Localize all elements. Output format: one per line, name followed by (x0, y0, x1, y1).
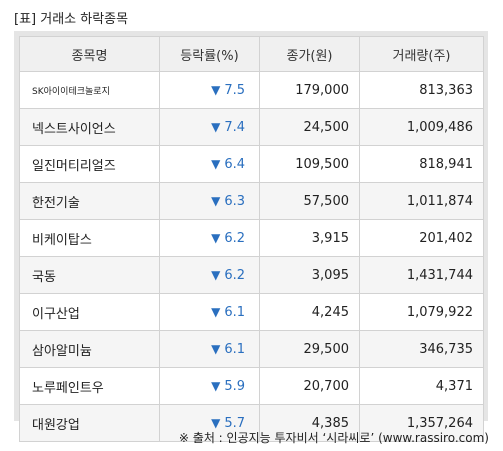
trading-volume: 1,011,874 (359, 182, 484, 220)
change-rate: ▼ 6.1 (159, 330, 260, 368)
closing-price: 4,245 (259, 293, 360, 331)
change-rate-value: 5.9 (224, 378, 245, 394)
stock-name: 대원강업 (19, 404, 160, 442)
closing-price: 109,500 (259, 145, 360, 183)
change-rate: ▼ 6.2 (159, 256, 260, 294)
down-arrow-icon: ▼ (211, 193, 221, 208)
change-rate-value: 6.2 (224, 230, 245, 246)
table-row: 비케이탑스 ▼ 6.2 3,915 201,402 (19, 219, 484, 257)
trading-volume: 1,009,486 (359, 108, 484, 146)
down-arrow-icon: ▼ (211, 230, 221, 245)
stock-table-frame: 종목명 등락률(%) 종가(원) 거래량(주) SK아이이테크놀로지 ▼ 7.5 17… (14, 31, 488, 442)
table-row: 노루페인트우 ▼ 5.9 20,700 4,371 (19, 367, 484, 405)
closing-price: 179,000 (259, 71, 360, 109)
table-row: SK아이이테크놀로지 ▼ 7.5 179,000 813,363 (19, 71, 484, 109)
change-rate-value: 7.4 (224, 119, 245, 135)
header-price: 종가(원) (259, 36, 360, 72)
trading-volume: 346,735 (359, 330, 484, 368)
change-rate: ▼ 6.4 (159, 145, 260, 183)
down-arrow-icon: ▼ (211, 304, 221, 319)
change-rate-value: 6.4 (224, 156, 245, 172)
stock-name: 비케이탑스 (19, 219, 160, 257)
change-rate: ▼ 6.2 (159, 219, 260, 257)
table-row: 삼아알미늄 ▼ 6.1 29,500 346,735 (19, 330, 484, 368)
table-row: 국동 ▼ 6.2 3,095 1,431,744 (19, 256, 484, 294)
change-rate: ▼ 7.4 (159, 108, 260, 146)
down-arrow-icon: ▼ (211, 341, 221, 356)
stock-name: 넥스트사이언스 (19, 108, 160, 146)
change-rate: ▼ 6.3 (159, 182, 260, 220)
header-rate: 등락률(%) (159, 36, 260, 72)
table-row: 일진머티리얼즈 ▼ 6.4 109,500 818,941 (19, 145, 484, 183)
change-rate-value: 5.7 (224, 415, 245, 431)
header-volume: 거래량(주) (359, 36, 484, 72)
down-arrow-icon: ▼ (211, 82, 221, 97)
closing-price: 3,915 (259, 219, 360, 257)
down-arrow-icon: ▼ (211, 415, 221, 430)
trading-volume: 1,079,922 (359, 293, 484, 331)
down-arrow-icon: ▼ (211, 119, 221, 134)
table-header-row: 종목명 등락률(%) 종가(원) 거래량(주) (19, 36, 484, 72)
stock-name: 국동 (19, 256, 160, 294)
closing-price: 20,700 (259, 367, 360, 405)
table-row: 대원강업 ▼ 5.7 4,385 1,357,264 (19, 404, 484, 442)
change-rate-value: 6.1 (224, 304, 245, 320)
change-rate-value: 6.1 (224, 341, 245, 357)
down-arrow-icon: ▼ (211, 267, 221, 282)
page-title: [표] 거래소 하락종목 (14, 12, 129, 27)
trading-volume: 201,402 (359, 219, 484, 257)
table-body: SK아이이테크놀로지 ▼ 7.5 179,000 813,363 넥스트사이언스 ▼ 7.4 2… (19, 71, 484, 442)
change-rate: ▼ 5.9 (159, 367, 260, 405)
header-name: 종목명 (19, 36, 160, 72)
table-row: 넥스트사이언스 ▼ 7.4 24,500 1,009,486 (19, 108, 484, 146)
stock-name: 삼아알미늄 (19, 330, 160, 368)
change-rate-value: 6.2 (224, 267, 245, 283)
change-rate: ▼ 7.5 (159, 71, 260, 109)
closing-price: 4,385 (259, 404, 360, 442)
stock-name: 한전기술 (19, 182, 160, 220)
change-rate-value: 7.5 (224, 82, 245, 98)
closing-price: 3,095 (259, 256, 360, 294)
stock-name: 노루페인트우 (19, 367, 160, 405)
source-note: ※ 출처 : 인공지능 투자비서 ‘시라씨로’ (www.rassiro.com… (178, 431, 489, 445)
trading-volume: 813,363 (359, 71, 484, 109)
closing-price: 57,500 (259, 182, 360, 220)
trading-volume: 4,371 (359, 367, 484, 405)
down-arrow-icon: ▼ (211, 378, 221, 393)
trading-volume: 1,431,744 (359, 256, 484, 294)
stock-name: 일진머티리얼즈 (19, 145, 160, 183)
closing-price: 24,500 (259, 108, 360, 146)
stock-name: 이구산업 (19, 293, 160, 331)
declining-stocks-table: 종목명 등락률(%) 종가(원) 거래량(주) SK아이이테크놀로지 ▼ 7.5 17… (19, 36, 484, 442)
closing-price: 29,500 (259, 330, 360, 368)
change-rate: ▼ 6.1 (159, 293, 260, 331)
trading-volume: 1,357,264 (359, 404, 484, 442)
table-row: 한전기술 ▼ 6.3 57,500 1,011,874 (19, 182, 484, 220)
down-arrow-icon: ▼ (211, 156, 221, 171)
table-row: 이구산업 ▼ 6.1 4,245 1,079,922 (19, 293, 484, 331)
stock-name: SK아이이테크놀로지 (19, 71, 160, 109)
change-rate-value: 6.3 (224, 193, 245, 209)
trading-volume: 818,941 (359, 145, 484, 183)
